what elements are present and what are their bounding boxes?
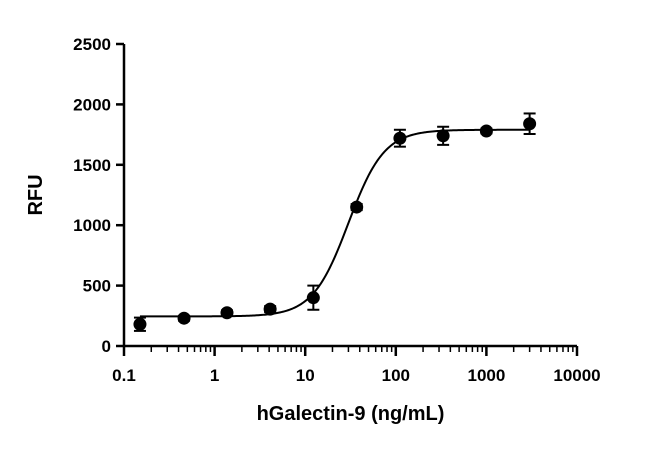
x-tick-label: 100 (382, 366, 410, 385)
x-tick-label: 1 (210, 366, 219, 385)
fit-curve-group (139, 128, 530, 318)
y-tick-label: 0 (102, 337, 111, 356)
y-tick-label: 2000 (73, 95, 111, 114)
data-point (523, 117, 537, 131)
data-point (350, 200, 364, 214)
data-point (220, 306, 234, 320)
y-tick-label: 500 (83, 277, 111, 296)
data-point (263, 302, 277, 316)
data-point (306, 291, 320, 305)
x-tick-label: 10000 (553, 366, 600, 385)
y-axis: 0 500 1000 1500 2000 2500 (73, 35, 126, 356)
fit-curve (139, 128, 530, 318)
data-point (436, 129, 450, 143)
data-point (177, 311, 191, 325)
x-tick-label: 0.1 (112, 366, 136, 385)
y-tick-label: 2500 (73, 35, 111, 54)
data-point (393, 131, 407, 145)
y-tick-label: 1000 (73, 216, 111, 235)
y-tick-label: 1500 (73, 156, 111, 175)
x-axis-title: hGalectin-9 (ng/mL) (257, 403, 445, 425)
x-tick-label: 1000 (467, 366, 505, 385)
y-axis-title: RFU (25, 174, 47, 215)
data-point (479, 124, 493, 138)
x-tick-label: 10 (296, 366, 315, 385)
data-point (133, 317, 147, 331)
data-points-group (133, 112, 537, 332)
x-axis: 0.1 1 10 100 1000 10000 (112, 344, 601, 385)
